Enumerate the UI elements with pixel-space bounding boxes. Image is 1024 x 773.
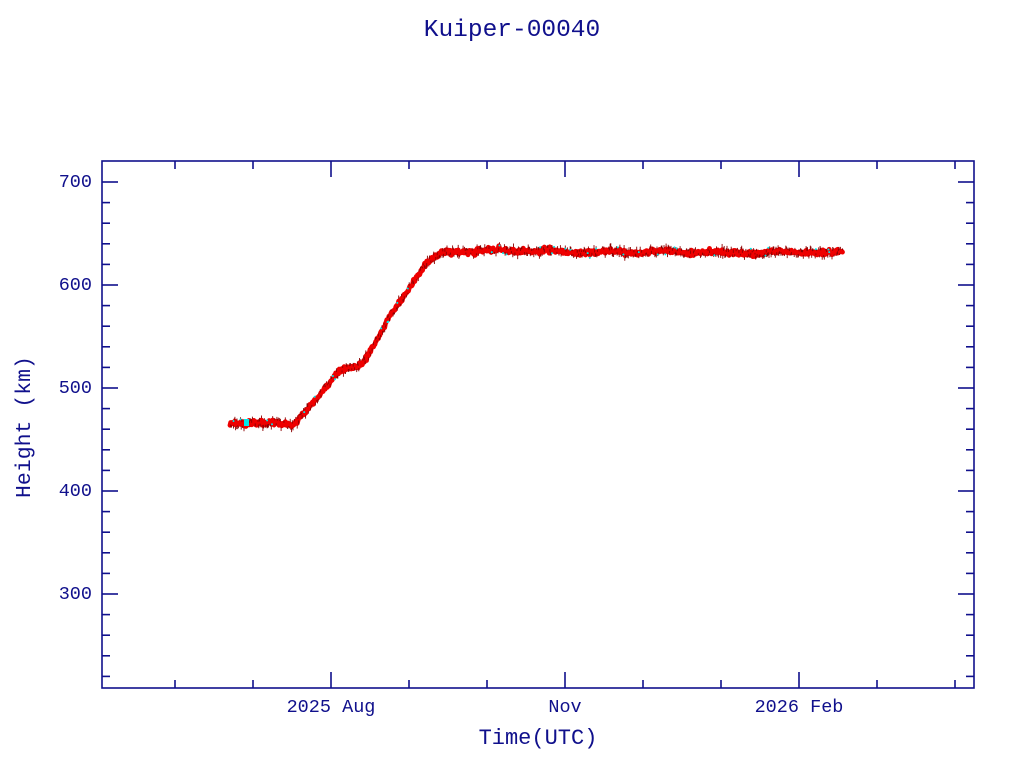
svg-text:Kuiper-00040: Kuiper-00040 bbox=[424, 17, 600, 44]
svg-text:300: 300 bbox=[59, 584, 92, 605]
svg-text:600: 600 bbox=[59, 275, 92, 296]
svg-text:2025 Aug: 2025 Aug bbox=[287, 697, 376, 718]
svg-text:Height (km): Height (km) bbox=[13, 356, 37, 498]
svg-text:700: 700 bbox=[59, 172, 92, 193]
svg-text:2026 Feb: 2026 Feb bbox=[755, 697, 844, 718]
svg-text:500: 500 bbox=[59, 378, 92, 399]
svg-text:Nov: Nov bbox=[548, 697, 581, 718]
svg-text:Time(UTC): Time(UTC) bbox=[479, 726, 598, 751]
svg-text:400: 400 bbox=[59, 481, 92, 502]
